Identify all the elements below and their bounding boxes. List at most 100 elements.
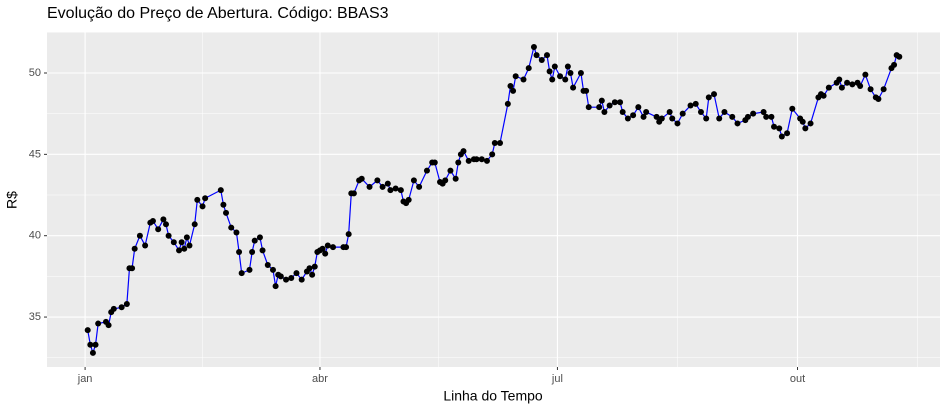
point: [820, 92, 827, 99]
point: [838, 84, 845, 91]
point: [643, 109, 650, 116]
point: [705, 94, 712, 101]
point: [311, 263, 318, 270]
point: [298, 276, 305, 283]
point: [170, 239, 177, 246]
point: [442, 177, 449, 184]
point: [497, 139, 504, 146]
point: [423, 167, 430, 174]
point: [771, 123, 778, 130]
point: [223, 209, 230, 216]
x-tick-label: abr: [312, 373, 328, 385]
point: [217, 187, 224, 194]
point: [507, 83, 514, 90]
point: [405, 196, 412, 203]
point: [687, 102, 694, 109]
point: [149, 218, 156, 225]
point: [551, 63, 558, 70]
point: [473, 156, 480, 163]
point: [679, 110, 686, 117]
x-axis-label: Linha do Tempo: [443, 388, 543, 404]
point: [585, 104, 592, 111]
point: [277, 273, 284, 280]
point: [857, 83, 864, 90]
point: [763, 113, 770, 120]
chart-title: Evolução do Preço de Abertura. Código: B…: [47, 5, 389, 22]
point: [538, 56, 545, 63]
point: [319, 245, 326, 252]
point: [374, 177, 381, 184]
point: [896, 53, 903, 60]
point: [557, 73, 564, 80]
point: [799, 118, 806, 125]
point: [784, 130, 791, 137]
point: [750, 110, 757, 117]
point: [549, 76, 556, 83]
y-tick-label: 45: [29, 148, 41, 160]
point: [512, 73, 519, 80]
point: [84, 327, 91, 334]
point: [619, 109, 626, 116]
point: [530, 43, 537, 50]
point: [875, 96, 882, 103]
point: [397, 187, 404, 194]
point: [697, 109, 704, 116]
point: [288, 275, 295, 282]
point: [465, 157, 472, 164]
point: [384, 180, 391, 187]
point: [259, 247, 266, 254]
point: [251, 237, 258, 244]
x-tick-label: out: [790, 373, 805, 385]
point: [246, 266, 253, 273]
point: [807, 120, 814, 127]
point: [387, 187, 394, 194]
point: [546, 68, 553, 75]
point: [760, 109, 767, 116]
y-tick-label: 50: [29, 67, 41, 79]
point: [703, 115, 710, 122]
point: [269, 266, 276, 273]
point: [570, 84, 577, 91]
point: [880, 86, 887, 93]
point: [543, 52, 550, 59]
point: [379, 183, 386, 190]
point: [862, 71, 869, 78]
point: [309, 271, 316, 278]
point: [510, 87, 517, 94]
point: [256, 234, 263, 241]
point: [601, 109, 608, 116]
point: [836, 76, 843, 83]
point: [416, 183, 423, 190]
point: [825, 84, 832, 91]
point: [155, 226, 162, 233]
point: [653, 113, 660, 120]
point: [238, 270, 245, 277]
point: [366, 183, 373, 190]
point: [583, 87, 590, 94]
point: [729, 113, 736, 120]
point: [176, 247, 183, 254]
point: [844, 79, 851, 86]
point: [478, 156, 485, 163]
point: [191, 221, 198, 228]
point: [483, 157, 490, 164]
point: [118, 304, 125, 311]
point: [162, 221, 169, 228]
point: [734, 120, 741, 127]
point: [129, 265, 136, 272]
point: [431, 159, 438, 166]
point: [525, 65, 532, 72]
point: [692, 100, 699, 107]
point: [596, 104, 603, 111]
point: [674, 120, 681, 127]
point: [716, 115, 723, 122]
point: [711, 91, 718, 98]
point: [776, 125, 783, 132]
point: [447, 167, 454, 174]
point: [562, 76, 569, 83]
point: [345, 231, 352, 238]
point: [849, 81, 856, 88]
point: [178, 239, 185, 246]
point: [105, 322, 112, 329]
